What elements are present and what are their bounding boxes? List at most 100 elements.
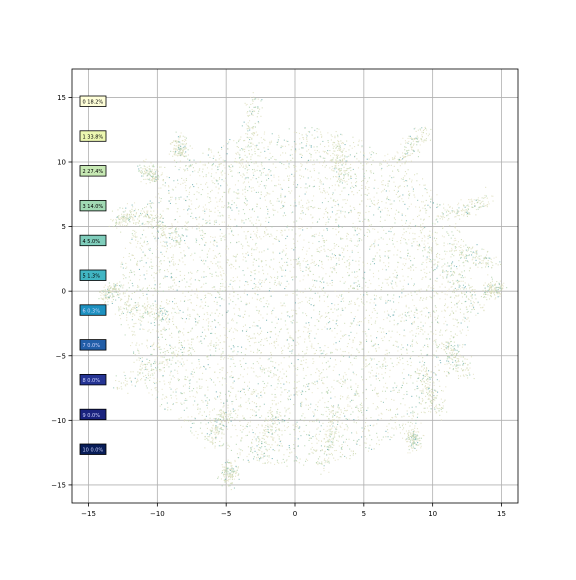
scatter-point (423, 334, 424, 335)
scatter-point (381, 418, 382, 419)
scatter-point (439, 335, 440, 336)
scatter-point (291, 264, 292, 265)
scatter-point (256, 204, 257, 205)
scatter-point (303, 139, 304, 140)
scatter-point (328, 222, 329, 223)
scatter-point (188, 300, 189, 301)
scatter-point (396, 210, 397, 211)
scatter-point (236, 205, 237, 206)
scatter-point (356, 405, 357, 406)
scatter-point (436, 357, 437, 358)
scatter-point (395, 414, 396, 415)
scatter-point (410, 256, 411, 257)
scatter-point (324, 160, 325, 161)
scatter-point (456, 266, 457, 267)
scatter-point (185, 398, 186, 399)
scatter-point (383, 319, 384, 320)
scatter-point (246, 237, 247, 238)
scatter-point (397, 420, 398, 421)
scatter-point (225, 173, 226, 174)
scatter-point (303, 260, 304, 261)
scatter-point (422, 300, 423, 301)
scatter-point (191, 204, 192, 205)
scatter-point (312, 286, 313, 287)
scatter-point (171, 261, 172, 262)
scatter-point (163, 291, 164, 292)
scatter-point (334, 308, 335, 309)
scatter-point (275, 394, 276, 395)
scatter-point (146, 273, 147, 274)
scatter-point (400, 359, 401, 360)
scatter-point (299, 175, 300, 176)
scatter-point (295, 364, 296, 365)
scatter-point (386, 269, 387, 270)
scatter-point (365, 212, 366, 213)
scatter-point (394, 233, 395, 234)
scatter-point (323, 162, 324, 163)
scatter-point (346, 238, 347, 239)
scatter-point (142, 289, 143, 290)
scatter-point (150, 206, 151, 207)
scatter-point (168, 366, 169, 367)
scatter-point (125, 277, 126, 278)
scatter-point (199, 230, 200, 231)
scatter-point (449, 289, 450, 290)
scatter-point (248, 177, 249, 178)
scatter-point (311, 449, 312, 450)
scatter-point (278, 283, 279, 284)
scatter-point (351, 389, 352, 390)
scatter-point (193, 167, 194, 168)
scatter-point (322, 141, 323, 142)
scatter-point (280, 197, 281, 198)
scatter-point (447, 324, 448, 325)
scatter-point (381, 374, 382, 375)
scatter-point (162, 218, 163, 219)
scatter-point (205, 283, 206, 284)
scatter-point (200, 388, 201, 389)
scatter-point (189, 192, 190, 193)
scatter-point (455, 334, 456, 335)
scatter-point (308, 207, 309, 208)
scatter-point (393, 177, 394, 178)
scatter-point (281, 443, 282, 444)
scatter-point (283, 249, 284, 250)
scatter-point (264, 231, 265, 232)
scatter-point (319, 376, 320, 377)
scatter-point (466, 319, 467, 320)
scatter-point (178, 264, 179, 265)
scatter-point (465, 318, 466, 319)
scatter-point (350, 285, 351, 286)
scatter-point (298, 359, 299, 360)
scatter-point (157, 382, 158, 383)
scatter-point (388, 181, 389, 182)
scatter-point (154, 325, 155, 326)
scatter-point (368, 364, 369, 365)
scatter-point (285, 255, 286, 256)
scatter-point (210, 201, 211, 202)
scatter-point (218, 210, 219, 211)
scatter-point (363, 235, 364, 236)
scatter-point (376, 378, 377, 379)
scatter-point (258, 266, 259, 267)
scatter-point (196, 242, 197, 243)
scatter-point (243, 418, 244, 419)
scatter-point (421, 232, 422, 233)
scatter-point (170, 197, 171, 198)
scatter-point (300, 213, 301, 214)
scatter-point (214, 286, 215, 287)
scatter-point (332, 285, 333, 286)
scatter-point (376, 376, 377, 377)
scatter-point (252, 401, 253, 402)
scatter-point (162, 222, 163, 223)
scatter-point (219, 445, 220, 446)
scatter-point (327, 212, 328, 213)
scatter-point (333, 458, 334, 459)
scatter-point (327, 387, 328, 388)
scatter-point (210, 326, 211, 327)
scatter-point (233, 345, 234, 346)
scatter-point (405, 215, 406, 216)
scatter-point (238, 193, 239, 194)
scatter-point (364, 156, 365, 157)
scatter-point (369, 448, 370, 449)
scatter-point (385, 279, 386, 280)
